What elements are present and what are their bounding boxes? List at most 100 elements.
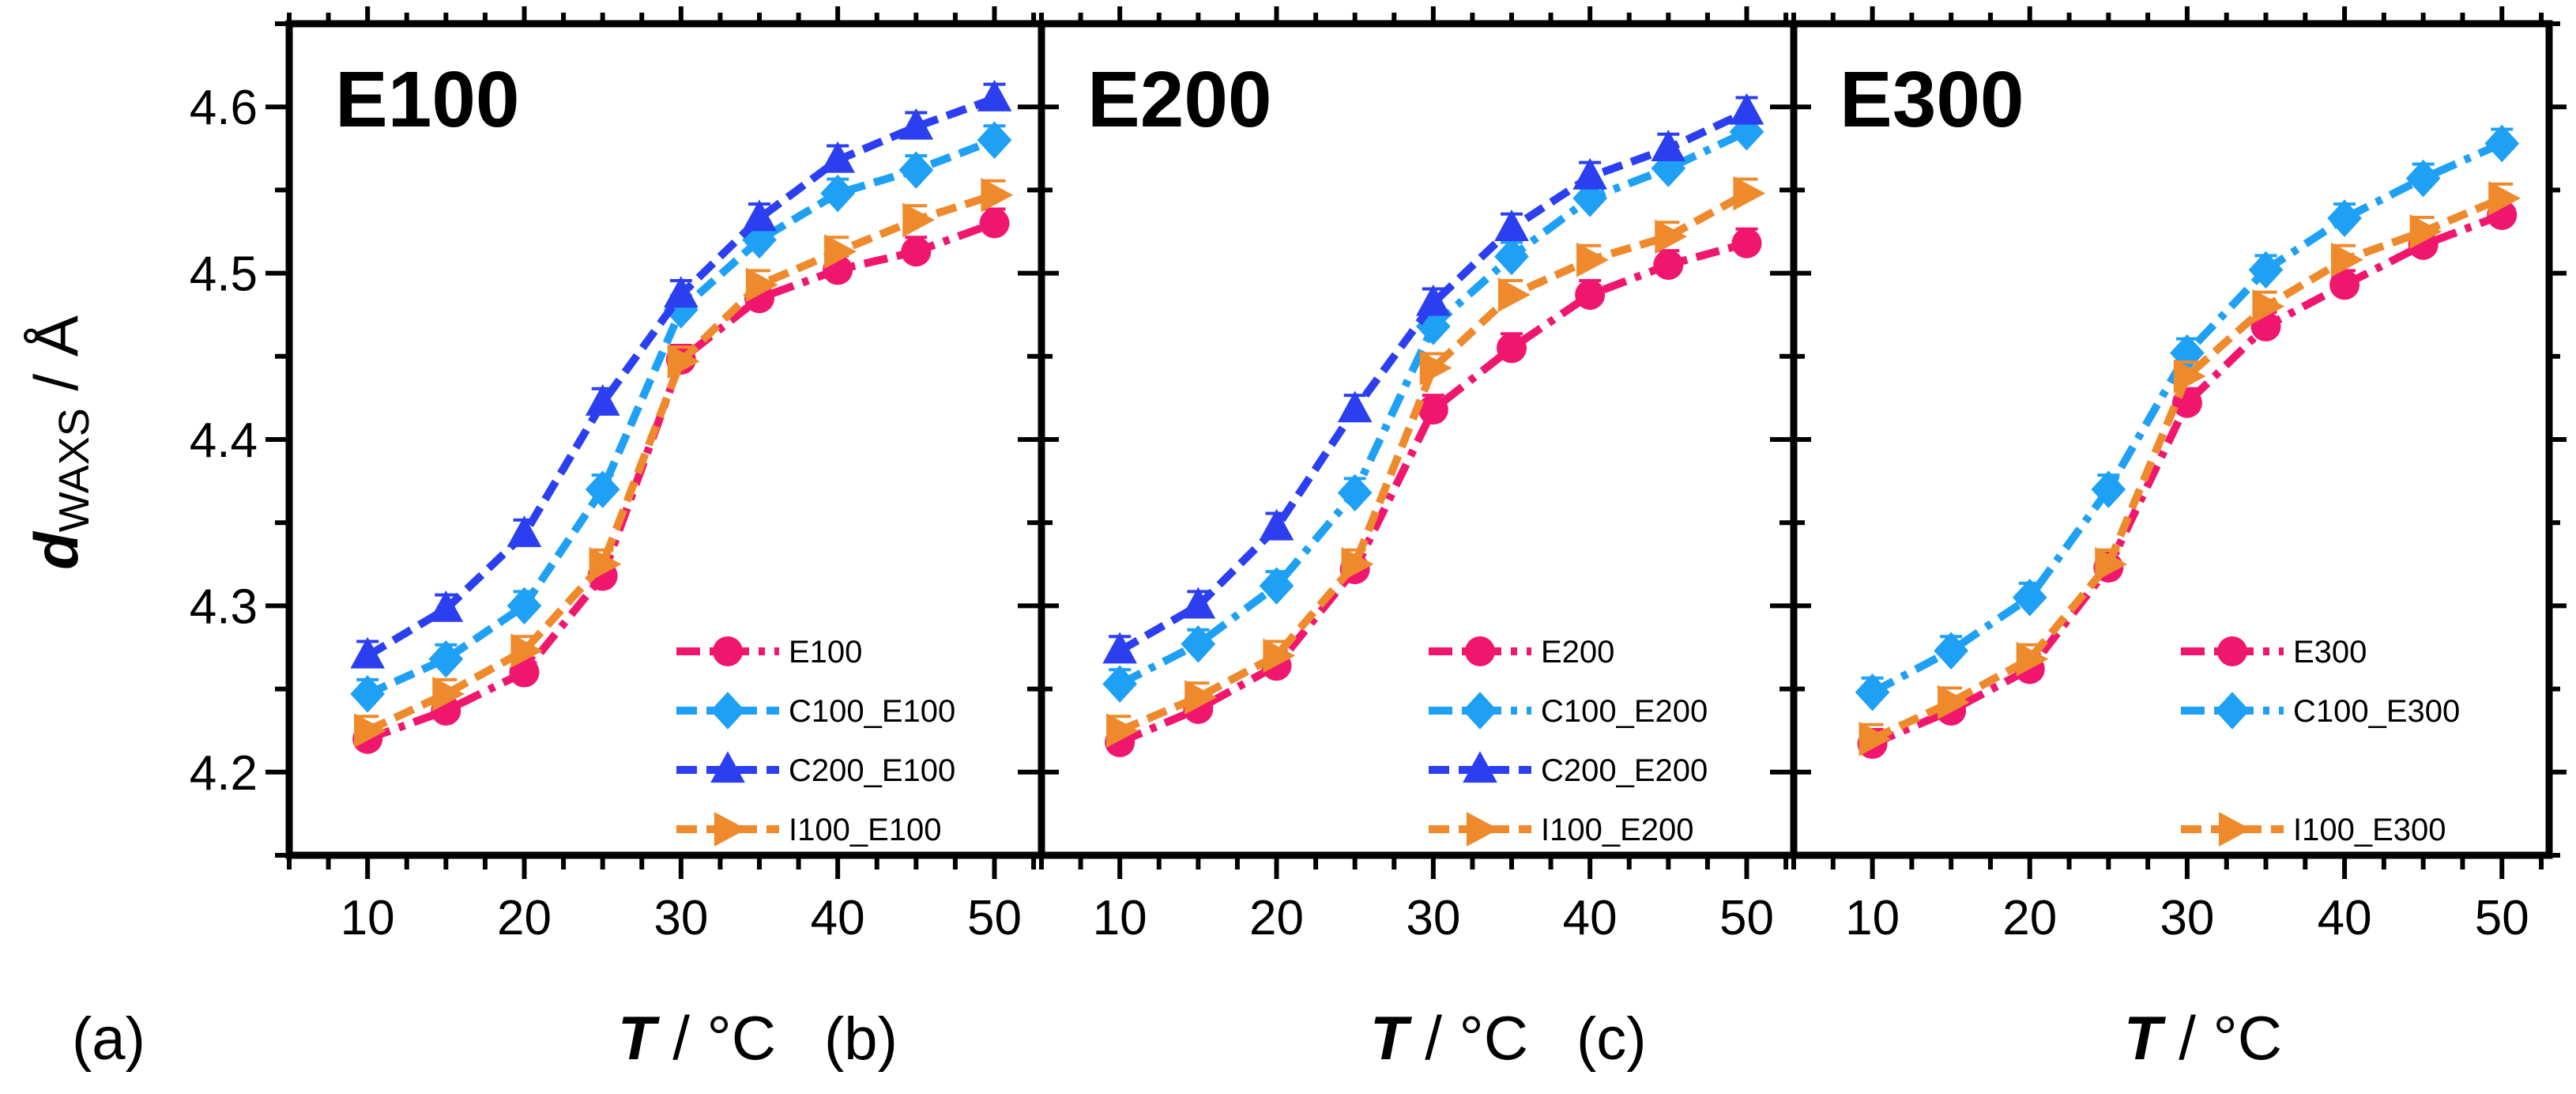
data-point-marker: [2329, 270, 2360, 300]
data-point-marker: [898, 108, 934, 140]
data-point-marker: [1859, 721, 1892, 756]
data-point-marker: [432, 677, 465, 711]
series-line: [1117, 108, 1749, 655]
x-tick-label: 30: [653, 891, 708, 945]
data-point-marker: [977, 79, 1012, 111]
x-axis-title-unit: / °C: [2162, 1003, 2283, 1073]
legend-label: I100_E200: [1541, 813, 1694, 847]
data-point-marker: [2409, 214, 2442, 249]
data-point-marker: [2405, 159, 2441, 198]
data-point-marker: [713, 636, 743, 666]
data-point-marker: [1341, 546, 1374, 582]
data-point-marker: [1572, 157, 1608, 190]
y-tick-label: 4.4: [190, 413, 258, 468]
x-tick-label: 20: [1249, 891, 1304, 945]
data-point-marker: [1733, 175, 1766, 211]
panel-letter-label: (a): [72, 1005, 145, 1073]
data-point-marker: [1259, 508, 1294, 541]
data-point-marker: [2488, 181, 2521, 216]
x-tick-label: 10: [341, 891, 395, 945]
data-point-marker: [979, 208, 1010, 239]
data-point-marker: [745, 267, 778, 303]
y-axis-title: dWAXS / Å: [21, 315, 98, 570]
chart-panel-1: 10 20 30 40 50 4.2 4.3 4.4 4.5 4.6 E100 (a) T / °C E1…: [72, 6, 1059, 1073]
data-point-marker: [2095, 546, 2128, 582]
panel-letter-label: (b): [824, 1005, 898, 1073]
data-point-marker: [2218, 812, 2251, 847]
data-point-marker: [585, 470, 620, 508]
legend-label: C100_E300: [2293, 694, 2460, 729]
data-point-marker: [350, 675, 386, 713]
data-point-marker: [1651, 130, 1686, 161]
plot-layer: 10 20 30 40 50 4.2 4.3 4.4 4.5 4.6 E100 (a) T / °C E1…: [72, 6, 2567, 1073]
series-line: [1118, 190, 1749, 734]
panel-title: E300: [1840, 55, 2024, 144]
data-point-marker: [981, 177, 1014, 213]
series-I100_E100: I100_E100: [354, 177, 1014, 847]
data-point-marker: [1263, 638, 1296, 673]
data-point-marker: [428, 639, 464, 678]
data-point-marker: [820, 141, 856, 173]
panel-letter-label: (c): [1576, 1005, 1647, 1073]
data-point-marker: [589, 546, 622, 582]
panel-title: E100: [335, 55, 520, 144]
data-point-marker: [428, 590, 464, 622]
x-tick-label: 40: [2318, 891, 2372, 945]
data-point-marker: [1494, 209, 1529, 241]
data-point-marker: [1259, 567, 1294, 605]
data-point-marker: [1465, 636, 1495, 666]
x-axis-title-main: T: [1370, 1003, 1413, 1073]
data-point-marker: [2173, 359, 2206, 394]
y-tick-label: 4.5: [190, 247, 258, 302]
y-tick-label: 4.2: [190, 746, 258, 801]
series-line: [1870, 194, 2504, 743]
data-point-marker: [2091, 470, 2126, 508]
data-point-marker: [585, 383, 620, 416]
y-axis-title-main: d: [21, 531, 91, 570]
legend-label: C100_E100: [789, 694, 955, 729]
data-point-marker: [710, 692, 745, 730]
legend-label: E200: [1541, 635, 1614, 670]
data-point-marker: [1466, 812, 1499, 847]
data-point-marker: [824, 234, 857, 270]
data-point-marker: [714, 812, 747, 847]
data-point-marker: [667, 344, 700, 379]
data-point-marker: [354, 713, 386, 749]
data-point-marker: [350, 636, 386, 669]
chart-panel-2: 10 20 30 40 50 E200 (b) T / °C E200 C100_E200 C200…: [824, 6, 1811, 1073]
legend-label: E300: [2293, 635, 2367, 670]
series-C100_E200: C100_E200: [1102, 113, 1764, 730]
data-point-marker: [820, 174, 856, 213]
data-point-marker: [2217, 636, 2247, 666]
data-point-marker: [2016, 641, 2049, 677]
data-point-marker: [1494, 237, 1529, 276]
data-point-marker: [1337, 390, 1373, 423]
data-point-marker: [1337, 473, 1373, 512]
legend-label: C100_E200: [1541, 694, 1708, 729]
data-point-marker: [2484, 124, 2520, 163]
data-point-marker: [1934, 632, 1969, 670]
data-point-marker: [977, 121, 1012, 160]
x-axis-title: T / °C: [1370, 1003, 1528, 1073]
data-point-marker: [1181, 587, 1216, 619]
data-point-marker: [1463, 692, 1497, 730]
series-line: [366, 191, 996, 734]
data-point-marker: [898, 151, 934, 189]
data-point-marker: [509, 657, 540, 688]
x-axis-title: T / °C: [618, 1003, 776, 1073]
data-point-marker: [1653, 250, 1684, 281]
x-tick-label: 20: [2002, 891, 2057, 945]
data-point-marker: [710, 751, 745, 783]
data-point-marker: [902, 202, 936, 238]
x-axis-title-main: T: [618, 1003, 661, 1073]
data-point-marker: [1184, 680, 1218, 715]
series-I100_E200: I100_E200: [1106, 175, 1766, 847]
data-point-marker: [663, 276, 699, 308]
series-C100_E300: C100_E300: [1855, 124, 2520, 730]
x-axis-title-main: T: [2124, 1003, 2167, 1073]
series-C200_E100: C200_E100: [350, 79, 1012, 788]
data-point-marker: [1497, 333, 1527, 364]
data-point-marker: [1418, 394, 1448, 425]
data-point-marker: [507, 515, 542, 548]
